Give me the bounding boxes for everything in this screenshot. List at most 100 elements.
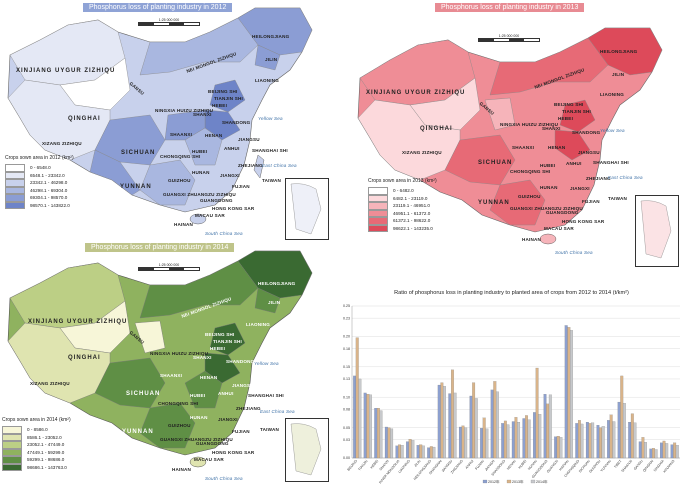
label-shaanxi: SHAANXI [512,145,535,150]
bar-2014 [559,437,563,459]
bar-2013 [588,423,592,459]
label-beijing: BEIJING SHI [554,102,584,107]
bar-2013 [503,420,507,459]
label-macau: MACAU SAR [544,226,574,231]
label-guizhou: GUIZHOU [518,194,541,199]
label-jiangsu: JIANGSU [232,383,254,388]
y-tick-label: 0.20 [343,335,350,339]
label-shaanxi: SHAANXI [160,373,183,378]
label-shanxi: SHANXI [542,126,561,131]
label-hainan: HAINAN [174,222,194,227]
label-hong-kong: HONG KONG SAR [212,450,255,455]
bar-2014 [622,403,626,459]
x-tick-label: HAINAN [558,459,570,472]
bar-2012 [575,423,579,459]
x-tick-label: GUIZHOU [588,459,601,474]
label-xinjiang: XINJIANG UYGUR ZIZHIQU [28,319,128,325]
label-heilongjiang: HEILONGJIANG [252,34,290,39]
label-jiangsu: JIANGSU [578,150,600,155]
label-zhejiang: ZHEJIANG [238,163,263,168]
label-hong-kong: HONG KONG SAR [212,206,255,211]
label-henan: HENAN [205,133,223,138]
label-guangdong: GUANGDONG [200,198,233,203]
label-east-china-sea: East China Sea [260,409,295,414]
legend-label: 2013年 [512,479,524,484]
china-map-2013 [357,27,663,245]
scale-bar-2012: 1:25 000 000 [138,18,200,26]
south-china-sea-inset-2013 [635,195,679,267]
label-qinghai: QINGHAI [420,126,453,132]
label-chongqing: CHONGQING SHI [510,169,551,174]
legend-range: 23052.1 - 47449.0 [27,442,65,448]
bar-2013 [578,420,581,459]
legend-title-2012: Crops sown area in 2012 (km²) [5,155,74,161]
bar-2013 [630,413,634,459]
map-panel-2014: Phosphorus loss of planting industry in … [0,243,335,488]
legend-range: 59299.1 - 98686.0 [27,457,65,463]
bar-chart: 0.00 0.03 0.05 0.08 0.10 0.13 0.15 0.18 0.20 0.23… [343,304,680,484]
bar-2012 [353,375,357,459]
label-hunan: HUNAN [192,170,210,175]
label-anhui: ANHUI [218,391,234,396]
bar-2013 [408,439,412,459]
bar-2012 [458,426,462,459]
bar-2013 [609,414,613,459]
bar-2013 [429,446,433,459]
label-chongqing: CHONGQING SHI [158,401,199,406]
bar-2013 [620,375,624,459]
label-zhejiang: ZHEJIANG [236,406,261,411]
label-liaoning: LIAONING [255,78,280,83]
bar-2014 [644,442,647,459]
y-tick-label: 0.10 [343,395,350,399]
bar-2013 [440,382,444,459]
label-guangxi: GUANGXI ZHUANGZU ZIZHIQU [160,437,233,442]
label-sichuan: SICHUAN [121,150,156,156]
label-jilin: JILIN [612,72,625,77]
legend-row: 23052.1 - 47449.0 [2,441,71,449]
bar-2013 [451,369,454,459]
bar-2014 [421,445,425,459]
legend-row: 47449.1 - 59299.0 [2,448,71,456]
label-qinghai: QINGHAI [68,116,101,122]
label-tianjin: TIANJIN SHI [213,339,242,344]
label-xizang: XIZANG ZIZHIQU [402,150,442,155]
bar-2013 [482,417,486,459]
bar-2013 [673,442,677,459]
legend-row: 46298.1 - 69304.0 [5,186,74,194]
bar-2014 [675,445,679,459]
label-guangdong: GUANGDONG [196,441,229,446]
bar-2012 [617,401,621,459]
scale-text-2014: 1:25 000 000 [158,263,180,267]
bar-2012 [522,418,526,459]
label-shanghai: SHANGHAI SHI [593,160,629,165]
legend-row: 23119.1 - 46951.0 [368,202,437,210]
bar-2013 [398,444,401,459]
label-xizang: XIZANG ZIZHIQU [30,381,70,386]
x-tick-label: HENAN [506,459,517,471]
legend-range: 8586.1 - 23052.0 [27,434,62,440]
x-tick-label: HUNAN [527,459,538,471]
legend-row: 6548.1 - 23342.0 [5,171,74,179]
bar-2014 [612,421,616,459]
label-guizhou: GUIZHOU [168,178,191,183]
bar-2012 [395,445,399,459]
x-tick-label: ANHUI [465,459,475,470]
legend-2013: Crops sown area in 2013 (km²) 0 - 6482.0… [368,178,437,232]
x-tick-label: TIANJIN [357,459,369,472]
label-tianjin: TIANJIN SHI [214,96,243,101]
legend-row: 98570.1 - 143822.0 [5,201,74,209]
legend-2012: Crops sown area in 2012 (km²) 0 - 6548.0… [5,155,74,209]
bar-2013 [419,444,423,459]
bar-2014 [474,398,478,459]
label-taiwan: TAIWAN [262,178,281,183]
bar-2012 [374,408,378,459]
bar-2013 [535,367,539,459]
label-jiangxi: JIANGXI [218,417,238,422]
label-shandong: SHANDONG [226,359,255,364]
bar-2014 [548,394,552,459]
x-tick-label: TIBET [613,459,622,469]
label-henan: HENAN [548,145,566,150]
label-guizhou: GUIZHOU [168,423,191,428]
label-hong-kong: HONG KONG SAR [562,219,605,224]
bar-2014 [432,446,436,459]
